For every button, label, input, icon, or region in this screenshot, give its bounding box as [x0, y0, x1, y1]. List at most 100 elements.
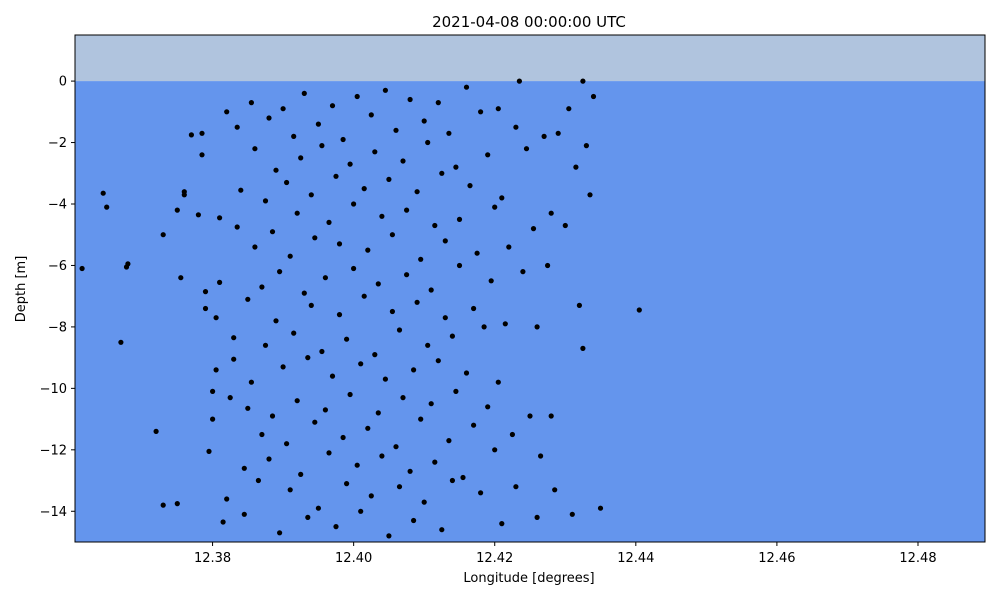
data-point — [259, 284, 265, 290]
data-point — [213, 367, 219, 373]
data-point — [217, 215, 223, 221]
data-point — [294, 398, 300, 404]
data-point — [344, 481, 350, 487]
data-point — [210, 388, 216, 394]
data-point — [326, 450, 332, 456]
data-point — [280, 364, 286, 370]
data-point — [516, 78, 523, 84]
data-point — [241, 511, 247, 517]
data-point — [418, 256, 424, 262]
data-point — [502, 321, 508, 327]
x-tick-label: 12.48 — [899, 551, 936, 566]
data-point — [213, 315, 219, 321]
y-axis-label: Depth [m] — [14, 256, 29, 323]
data-point — [404, 207, 410, 213]
data-point — [333, 173, 339, 179]
data-point — [277, 269, 283, 275]
y-tick-label: −10 — [40, 382, 67, 397]
data-point — [425, 139, 431, 146]
data-point — [358, 508, 364, 514]
data-point — [361, 186, 367, 192]
data-point — [322, 407, 328, 413]
data-point — [220, 519, 226, 525]
data-point — [294, 210, 300, 216]
data-point — [386, 533, 392, 539]
data-point — [287, 253, 293, 259]
y-axis-ticks: 0 −2 −4 −6 −8 −10 −12 −14 — [40, 75, 75, 520]
data-point — [315, 121, 321, 127]
data-point — [396, 327, 403, 333]
data-point — [453, 388, 459, 394]
data-point — [266, 456, 272, 462]
data-point — [262, 342, 269, 348]
data-point — [298, 471, 304, 477]
data-point — [372, 352, 378, 358]
data-point — [541, 133, 547, 139]
data-point — [319, 143, 325, 149]
data-point — [199, 130, 205, 136]
data-point — [266, 115, 272, 121]
data-point — [125, 261, 131, 267]
data-point — [255, 477, 261, 484]
y-tick-label: −6 — [48, 259, 67, 274]
data-point — [188, 132, 194, 138]
data-point — [576, 302, 583, 308]
data-point — [530, 226, 537, 232]
data-point — [404, 272, 410, 278]
data-point — [347, 161, 353, 167]
data-point — [506, 244, 512, 250]
water-region — [75, 81, 985, 542]
data-point — [234, 124, 240, 130]
data-point — [368, 493, 374, 499]
data-point — [241, 465, 247, 471]
data-point — [425, 342, 431, 348]
data-point — [439, 170, 445, 176]
data-point — [284, 179, 290, 186]
data-point — [195, 212, 201, 218]
data-point — [597, 505, 604, 511]
data-point — [636, 307, 642, 313]
data-point — [351, 265, 357, 272]
data-point — [580, 345, 586, 351]
data-point — [495, 106, 501, 112]
data-point — [442, 315, 448, 321]
data-point — [104, 204, 110, 210]
data-point — [389, 308, 395, 315]
data-point — [435, 100, 441, 106]
data-point — [545, 262, 551, 269]
data-point — [414, 189, 420, 195]
data-point — [446, 438, 452, 444]
data-point — [379, 453, 385, 459]
data-point — [312, 235, 318, 241]
data-point — [527, 413, 533, 419]
y-tick-label: −2 — [48, 136, 67, 151]
data-point — [590, 93, 597, 100]
x-tick-label: 12.38 — [194, 551, 231, 566]
data-point — [351, 201, 357, 207]
data-point — [100, 190, 106, 196]
data-point — [160, 232, 166, 238]
data-point — [573, 164, 579, 170]
data-point — [259, 431, 265, 438]
data-point — [248, 379, 254, 385]
data-point — [460, 474, 466, 481]
data-point — [481, 324, 487, 330]
data-point — [174, 207, 180, 213]
data-point — [499, 521, 505, 527]
data-point — [509, 431, 515, 438]
data-point — [400, 395, 406, 401]
data-point — [428, 287, 434, 293]
data-point — [245, 296, 251, 302]
data-point — [538, 453, 544, 459]
y-tick-label: −4 — [48, 198, 67, 213]
x-tick-label: 12.42 — [476, 551, 513, 566]
data-point — [354, 462, 360, 468]
data-point — [231, 335, 237, 341]
data-point — [269, 229, 276, 235]
chart-title: 2021-04-08 00:00:00 UTC — [432, 13, 626, 31]
data-point — [562, 222, 568, 229]
data-point — [333, 524, 339, 530]
data-point — [368, 112, 374, 118]
data-point — [492, 204, 498, 210]
data-point — [396, 484, 403, 490]
